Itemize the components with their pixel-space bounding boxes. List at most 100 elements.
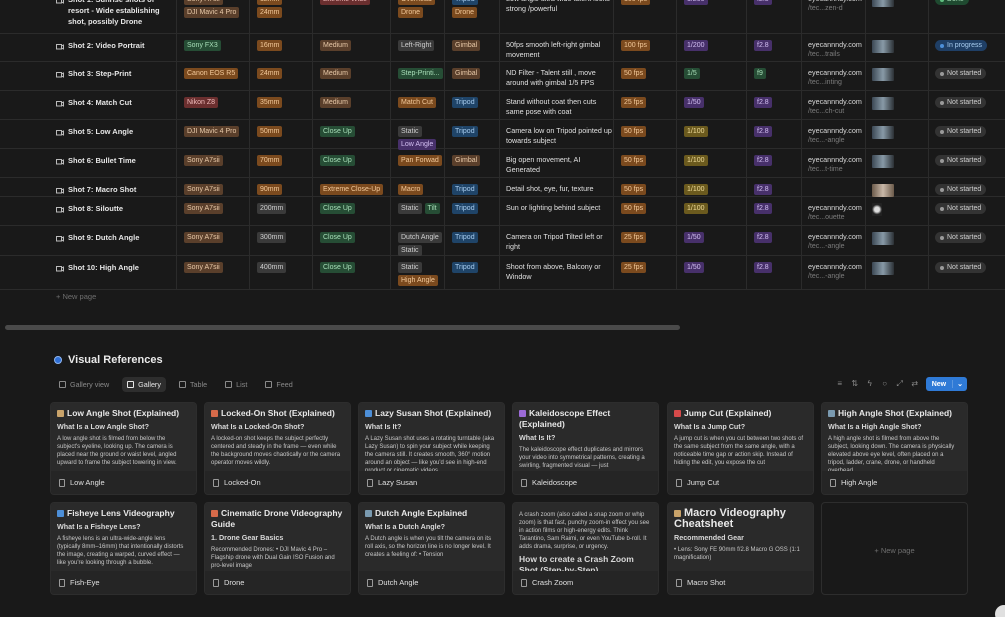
aperture-cell[interactable]: f2.8 [754, 178, 804, 195]
movement-cell[interactable]: Static Tilt [398, 197, 448, 214]
shot-size-cell[interactable]: Medium [320, 34, 394, 51]
status-cell[interactable]: Not started [935, 149, 987, 166]
camera-cell[interactable]: Sony A7sii [184, 178, 252, 195]
status-cell[interactable]: Not started [935, 91, 987, 108]
gallery-card[interactable]: Dutch Angle Explained What Is a Dutch Ang… [358, 502, 505, 595]
status-cell[interactable]: Not started [935, 62, 987, 79]
thumbnail-cell[interactable] [872, 197, 882, 216]
shot-name[interactable]: Shot 7: Macro Shot [56, 184, 136, 195]
rig-cell[interactable]: Tripod [452, 120, 502, 137]
help-button[interactable] [995, 605, 1005, 617]
shot-name-cell[interactable]: Shot 8: Siloutte [56, 197, 176, 214]
lens-cell[interactable]: 35mm [257, 91, 315, 108]
reference-link[interactable]: eyecannndy.com [808, 97, 862, 106]
rig-cell[interactable]: Tripod [452, 178, 502, 195]
reference-link-path[interactable]: /tec...-angle [808, 273, 845, 280]
link-cell[interactable]: eyecannndy.com/tec...ch-cut [808, 91, 862, 116]
notes-cell[interactable]: 50fps smooth left-right gimbal movement [506, 34, 614, 60]
rig-cell[interactable]: Tripod [452, 197, 502, 214]
shot-size-cell[interactable]: Close Up [320, 120, 394, 137]
thumbnail-cell[interactable] [872, 226, 894, 245]
thumbnail-image[interactable] [872, 155, 894, 168]
thumbnail-image[interactable] [872, 203, 882, 216]
aperture-cell[interactable]: f9 [754, 62, 804, 79]
reference-link[interactable]: eyecannndy.com [808, 126, 862, 135]
camera-cell[interactable]: Sony A7sii [184, 197, 252, 214]
shot-size-cell[interactable]: Close Up [320, 197, 394, 214]
reference-link[interactable]: eyecannndy.com [808, 40, 862, 49]
filter-icon[interactable]: ≡ [837, 379, 843, 388]
movement-cell[interactable]: Macro [398, 178, 448, 195]
automation-icon[interactable]: ϟ [867, 379, 872, 388]
tab-table[interactable]: Table [174, 377, 212, 392]
camera-cell[interactable]: Canon EOS R5 [184, 62, 252, 79]
reference-link-path[interactable]: /tec...-angle [808, 137, 845, 144]
camera-cell[interactable]: Sony A7sii DJI Mavic 4 Pro [184, 0, 252, 18]
aperture-cell[interactable]: f2.8 [754, 226, 804, 243]
notes-cell[interactable]: Camera low on Tripod pointed up towards … [506, 120, 614, 146]
search-icon[interactable]: ○ [882, 379, 888, 388]
notes-cell[interactable]: Stand without coat then cuts same pose w… [506, 91, 614, 117]
lens-cell[interactable]: 50mm [257, 120, 315, 137]
rig-cell[interactable]: Gimbal [452, 149, 502, 166]
reference-link-path[interactable]: /tec...t-time [808, 166, 843, 173]
lens-cell[interactable]: 24mm [257, 62, 315, 79]
tab-gallery[interactable]: Gallery [122, 377, 166, 392]
thumbnail-image[interactable] [872, 68, 894, 81]
shot-name-cell[interactable]: Shot 6: Bullet Time [56, 149, 176, 166]
thumbnail-image[interactable] [872, 97, 894, 110]
rig-cell[interactable]: Tripod [452, 91, 502, 108]
link-cell[interactable]: eyecannndy.com/tec...-angle [808, 256, 862, 281]
tab-feed[interactable]: Feed [260, 377, 297, 392]
shot-name[interactable]: Shot 1: Sunrise shots of resort - Wide e… [56, 0, 176, 27]
notes-cell[interactable]: Sun or lighting behind subject [506, 197, 614, 213]
tab-gallery-view[interactable]: Gallery view [54, 377, 114, 392]
fps-cell[interactable]: 25 fps [621, 256, 679, 273]
movement-cell[interactable]: Left-Right [398, 34, 448, 51]
fps-cell[interactable]: 100 fps [621, 34, 679, 51]
movement-cell[interactable]: Match Cut [398, 91, 448, 108]
reference-link[interactable]: eyecannndy.com [808, 262, 862, 271]
reference-link-path[interactable]: /tec...ouette [808, 214, 845, 221]
fps-cell[interactable]: 50 fps [621, 178, 679, 195]
notes-cell[interactable]: Low angle ultra wide talent looks strong… [506, 0, 614, 14]
reference-link-path[interactable]: /tec...zen-d [808, 5, 843, 12]
gallery-card[interactable]: Cinematic Drone Videography Guide 1. Dron… [204, 502, 351, 595]
shot-name[interactable]: Shot 4: Match Cut [56, 97, 132, 108]
aperture-cell[interactable]: f2.8 [754, 120, 804, 137]
thumbnail-cell[interactable] [872, 256, 894, 275]
horizontal-scrollbar[interactable] [5, 325, 680, 330]
expand-icon[interactable]: ⤢ [896, 379, 903, 388]
fps-cell[interactable]: 50 fps [621, 149, 679, 166]
link-cell[interactable]: eyecannndy.com/tec...zen-d [808, 0, 862, 13]
reference-link[interactable]: eyecannndy.com [808, 155, 862, 164]
gallery-card[interactable]: High Angle Shot (Explained) What Is a Hig… [821, 402, 968, 495]
gallery-card[interactable]: Jump Cut (Explained) What Is a Jump Cut? A… [667, 402, 814, 495]
lens-cell[interactable]: 12mm 24mm [257, 0, 315, 18]
camera-cell[interactable]: Sony A7sii [184, 256, 252, 273]
notes-cell[interactable]: Camera on Tripod Tilted left or right [506, 226, 614, 252]
notes-cell[interactable]: Big open movement, AI Generated [506, 149, 614, 175]
shot-name[interactable]: Shot 10: High Angle [56, 262, 139, 273]
shot-name[interactable]: Shot 6: Bullet Time [56, 155, 136, 166]
camera-cell[interactable]: Sony A7sii [184, 149, 252, 166]
notes-cell[interactable]: ND Filter - Talent still , move around w… [506, 62, 614, 88]
thumbnail-cell[interactable] [872, 149, 894, 168]
aperture-cell[interactable]: f2.8 [754, 149, 804, 166]
camera-cell[interactable]: Sony A7sii [184, 226, 252, 243]
aperture-cell[interactable]: f2.8 [754, 256, 804, 273]
fps-cell[interactable]: 100 fps [621, 0, 679, 5]
shot-name-cell[interactable]: Shot 7: Macro Shot [56, 178, 176, 195]
shot-name-cell[interactable]: Shot 1: Sunrise shots of resort - Wide e… [56, 0, 176, 27]
lens-cell[interactable]: 16mm [257, 34, 315, 51]
reference-link-path[interactable]: /tec...ch-cut [808, 108, 845, 115]
gallery-card[interactable]: Locked-On Shot (Explained) What Is a Lock… [204, 402, 351, 495]
shutter-cell[interactable]: 1/50 [684, 256, 748, 273]
link-cell[interactable]: eyecannndy.com/tec...-angle [808, 226, 862, 251]
status-cell[interactable]: Not started [935, 226, 987, 243]
link-cell[interactable]: eyecannndy.com/tec...trails [808, 34, 862, 59]
movement-cell[interactable]: Overhead Drone [398, 0, 448, 18]
shot-size-cell[interactable]: Medium [320, 62, 394, 79]
status-cell[interactable]: Not started [935, 197, 987, 214]
shutter-cell[interactable]: 1/50 [684, 91, 748, 108]
